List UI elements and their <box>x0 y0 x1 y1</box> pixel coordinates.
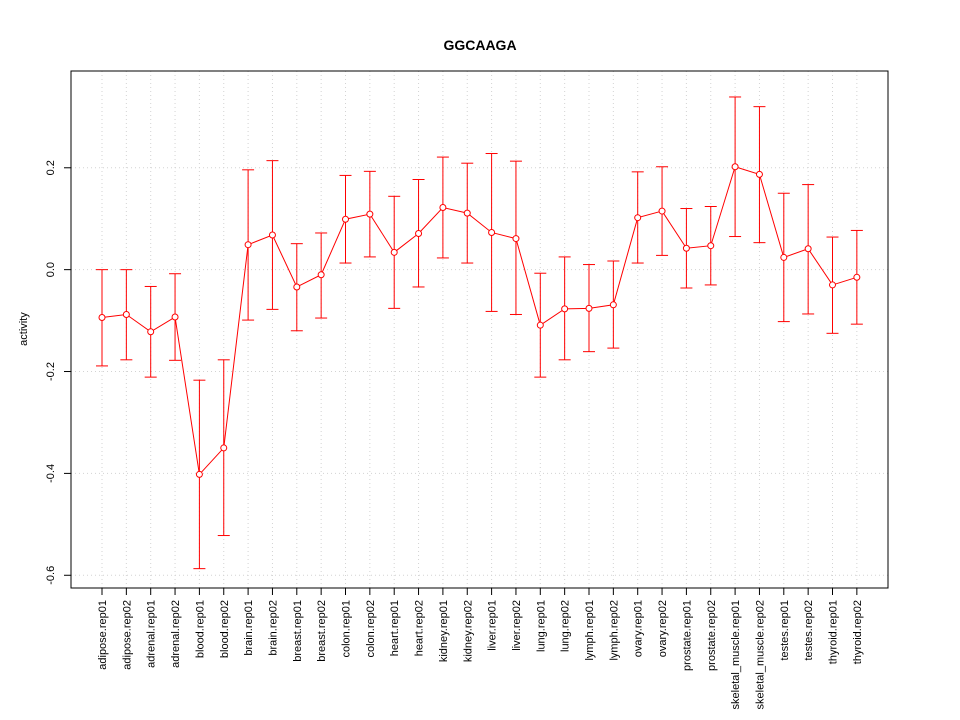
x-tick-label: ovary.rep02 <box>657 600 669 657</box>
grid-layer <box>71 71 888 588</box>
data-point <box>707 242 715 250</box>
data-point <box>634 214 642 222</box>
x-tick-label: breast.rep02 <box>316 600 328 662</box>
data-point <box>682 244 690 252</box>
data-point <box>268 231 276 239</box>
x-tick-label: blood.rep02 <box>219 600 231 658</box>
x-tick-label: colon.rep02 <box>365 600 377 658</box>
x-tick-label: adipose.rep02 <box>121 600 133 670</box>
y-tick-label: 0.2 <box>45 160 57 175</box>
data-point <box>853 273 861 281</box>
y-tick-label: -0.2 <box>45 362 57 381</box>
data-point <box>512 235 520 243</box>
x-tick-label: adrenal.rep01 <box>146 600 158 668</box>
data-point <box>804 245 812 253</box>
data-point <box>366 210 374 218</box>
data-point <box>585 304 593 312</box>
x-tick-label: kidney.rep02 <box>462 600 474 662</box>
data-point <box>536 321 544 329</box>
x-tick-label: kidney.rep01 <box>438 600 450 662</box>
y-axis-label: activity <box>18 312 30 346</box>
x-tick-label: breast.rep01 <box>292 600 304 662</box>
data-point <box>658 207 666 215</box>
data-point <box>342 215 349 223</box>
data-point <box>98 314 106 322</box>
data-point <box>171 313 179 321</box>
y-tick-label: -0.6 <box>45 566 57 585</box>
x-tick-label: heart.rep02 <box>414 600 426 656</box>
data-point <box>561 305 569 313</box>
x-tick-label: lymph.rep01 <box>584 600 596 661</box>
data-layer <box>96 96 863 570</box>
data-point <box>829 281 836 289</box>
x-tick-label: adrenal.rep02 <box>170 600 182 668</box>
data-point <box>488 228 496 236</box>
x-tick-label: skeletal_muscle.rep01 <box>730 600 742 709</box>
data-point <box>147 328 155 336</box>
x-tick-label: adipose.rep01 <box>97 600 109 670</box>
plot-frame <box>70 70 889 589</box>
data-point <box>731 163 739 171</box>
x-tick-label: liver.rep01 <box>487 600 499 651</box>
x-tick-label: testes.rep01 <box>779 600 791 661</box>
data-point <box>317 271 325 279</box>
x-tick-label: lung.rep01 <box>535 600 547 652</box>
x-tick-label: lung.rep02 <box>560 600 572 652</box>
data-point <box>463 209 471 217</box>
data-point <box>780 253 788 261</box>
x-tick-label: colon.rep01 <box>341 600 353 658</box>
x-tick-label: testes.rep02 <box>803 600 815 661</box>
x-tick-label: prostate.rep01 <box>681 600 693 671</box>
x-tick-label: thyroid.rep01 <box>828 600 840 664</box>
x-tick-label: prostate.rep02 <box>706 600 718 671</box>
y-tick-label: -0.4 <box>45 464 57 483</box>
data-point <box>195 470 203 478</box>
data-point <box>439 204 447 212</box>
data-point <box>220 444 228 452</box>
data-point <box>755 170 763 178</box>
x-tick-label: blood.rep01 <box>194 600 206 658</box>
data-point <box>293 283 301 291</box>
x-tick-label: brain.rep02 <box>267 600 279 656</box>
x-tick-label: ovary.rep01 <box>633 600 645 657</box>
data-point <box>415 229 423 237</box>
data-point <box>244 241 252 249</box>
x-tick-label: brain.rep01 <box>243 600 255 656</box>
y-tick-label: 0.0 <box>45 262 57 277</box>
x-tick-label: thyroid.rep02 <box>852 600 864 664</box>
x-tick-label: heart.rep01 <box>389 600 401 656</box>
series-line <box>101 166 857 476</box>
x-tick-label: lymph.rep02 <box>608 600 620 661</box>
x-tick-label: skeletal_muscle.rep02 <box>754 600 766 709</box>
data-point <box>390 248 398 256</box>
data-point <box>122 310 130 318</box>
data-point <box>609 301 617 309</box>
x-tick-label: liver.rep02 <box>511 600 523 651</box>
axis-layer: -0.6 -0.4 -0.2 0.0 0.2 adipose.rep01 adipose.r… <box>45 160 864 709</box>
chart-title: GGCAAGA <box>443 37 516 53</box>
